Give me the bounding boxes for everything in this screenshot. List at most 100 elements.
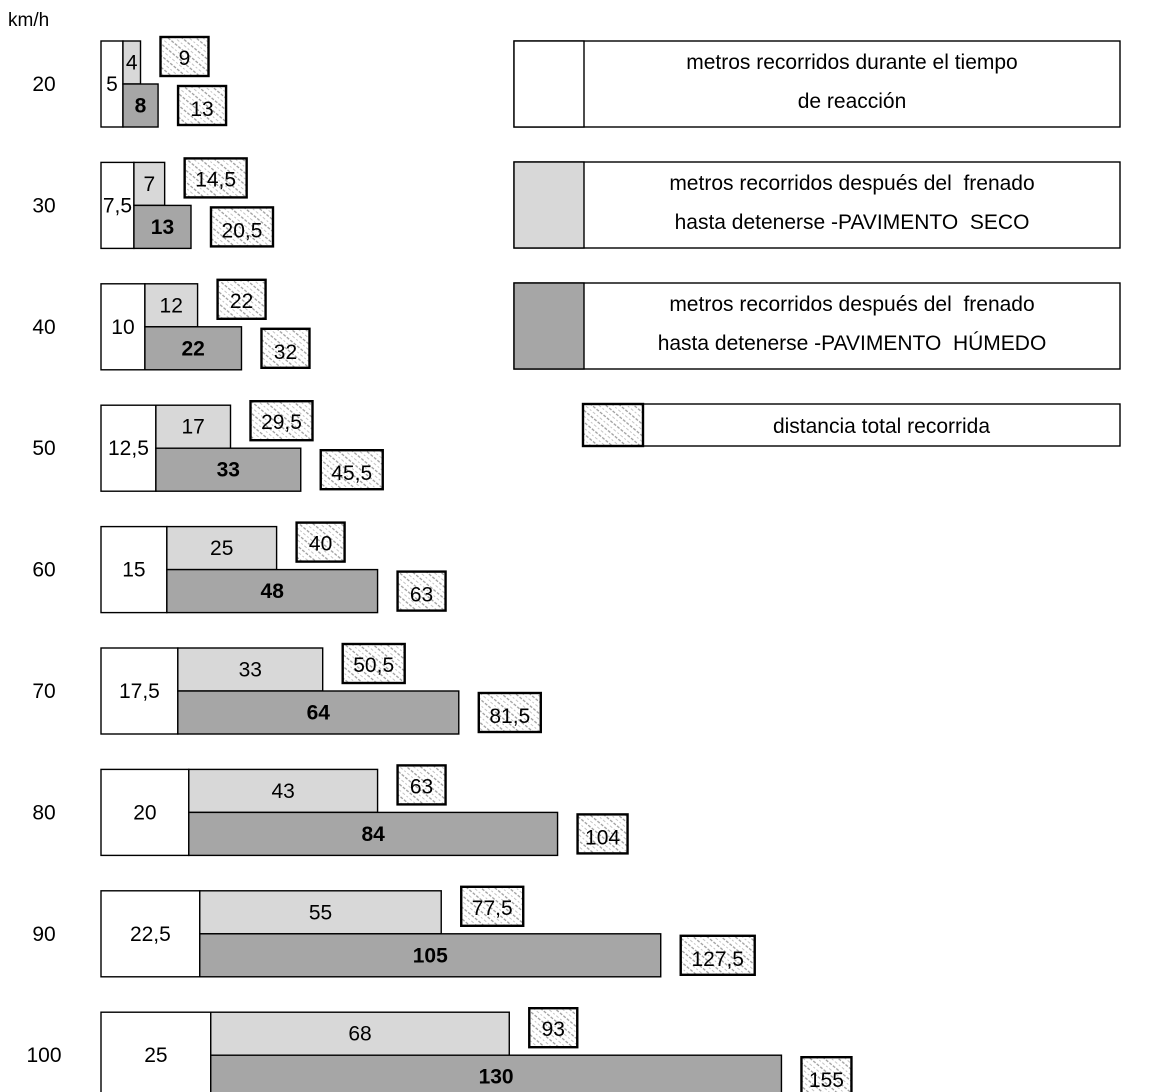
- total-dry-value-label: 93: [542, 1018, 565, 1041]
- wet-braking-value-label: 84: [362, 823, 386, 846]
- legend-frame: [513, 161, 1121, 249]
- wet-braking-value-label: 22: [182, 337, 205, 360]
- legend-swatch-reaction: [513, 40, 585, 128]
- wet-braking-value-label: 33: [217, 459, 240, 482]
- speed-row: 50 12,5 17 33 29,5 45,5: [32, 400, 384, 492]
- speed-label: 80: [32, 801, 55, 824]
- speed-label: 50: [32, 437, 55, 460]
- speed-row: 20 54 8 9 13: [32, 35, 228, 128]
- speed-label: 20: [32, 73, 55, 96]
- speed-row: 70 17,5 33 64 50,5 81,5: [32, 642, 542, 735]
- reaction-bar: [100, 647, 179, 735]
- total-dry-box: [249, 400, 314, 442]
- total-wet-value-label: 13: [190, 98, 213, 121]
- dry-braking-bar: [133, 161, 166, 207]
- reaction-bar: [100, 768, 190, 857]
- wet-braking-bar: [155, 447, 302, 492]
- wet-braking-value-label: 130: [479, 1066, 514, 1089]
- speed-label: 70: [32, 680, 55, 703]
- reaction-value-label: 12,5: [108, 437, 149, 460]
- total-dry-value-label: 50,5: [353, 654, 394, 677]
- legend-text: distancia total recorrida: [773, 415, 990, 438]
- legend-text: metros recorridos durante el tiempo: [686, 51, 1017, 74]
- dry-braking-value-label: 33: [239, 659, 262, 682]
- total-wet-box: [209, 206, 275, 248]
- dry-braking-value-label: 25: [210, 537, 233, 560]
- total-dry-value-label: 40: [309, 533, 332, 556]
- dry-braking-bar: [210, 1011, 510, 1056]
- legend-text: de reacción: [798, 90, 907, 113]
- dry-braking-value-label: 4: [126, 52, 138, 75]
- dry-braking-bar: [155, 404, 232, 449]
- speed-row: 60 15 25 48 40 63: [32, 521, 447, 614]
- speed-label: 40: [32, 316, 55, 339]
- total-wet-value-label: 32: [274, 341, 297, 364]
- reaction-value-label: 17,5: [119, 680, 160, 703]
- legend-swatch-dry: [513, 161, 585, 249]
- legend-swatch-total: [581, 402, 645, 448]
- dry-braking-bar: [199, 890, 442, 935]
- wet-braking-bar: [199, 933, 662, 978]
- total-wet-value-label: 155: [809, 1069, 844, 1092]
- wet-braking-bar: [188, 811, 559, 857]
- total-dry-box: [460, 885, 525, 927]
- total-wet-value-label: 127,5: [691, 948, 744, 971]
- dry-braking-bar: [144, 283, 199, 328]
- reaction-bar: [100, 283, 146, 371]
- total-wet-value-label: 63: [410, 584, 433, 607]
- dry-braking-value-label: 7: [143, 173, 155, 196]
- dry-braking-bar: [188, 768, 379, 814]
- legend-entry-dry: metros recorridos después del frenado has…: [513, 161, 1121, 249]
- reaction-value-label: 20: [133, 801, 156, 824]
- total-dry-value-label: 14,5: [195, 168, 236, 191]
- legend-entry-total: distancia total recorrida: [581, 402, 1121, 448]
- dry-braking-bar: [166, 525, 278, 571]
- legend-text: metros recorridos después del frenado: [669, 293, 1034, 316]
- total-dry-box: [341, 642, 406, 685]
- wet-braking-value-label: 13: [151, 216, 174, 239]
- total-wet-box: [176, 84, 228, 127]
- wet-braking-value-label: 48: [261, 580, 285, 603]
- wet-braking-bar: [144, 326, 243, 371]
- reaction-value-label: 25: [144, 1044, 167, 1067]
- total-dry-value-label: 29,5: [261, 411, 302, 434]
- reaction-bar: [100, 404, 157, 492]
- legend-text: hasta detenerse -PAVIMENTO SECO: [675, 211, 1030, 234]
- total-dry-box: [159, 35, 210, 78]
- total-wet-value-label: 104: [585, 826, 620, 849]
- total-wet-box: [576, 813, 629, 855]
- total-dry-value-label: 77,5: [472, 897, 513, 920]
- reaction-bar: [100, 161, 135, 250]
- total-dry-value-label: 9: [179, 47, 191, 70]
- speed-label: 90: [32, 923, 55, 946]
- wet-braking-value-label: 64: [307, 702, 331, 725]
- total-wet-box: [679, 934, 756, 976]
- wet-braking-value-label: 105: [413, 944, 448, 967]
- unit-label: km/h: [8, 10, 49, 31]
- legend-frame: [513, 40, 1121, 128]
- total-dry-box: [216, 278, 267, 320]
- total-dry-box: [295, 521, 346, 563]
- legend-entry-wet: metros recorridos después del frenado has…: [513, 282, 1121, 370]
- total-wet-box: [477, 691, 542, 734]
- speed-row: 90 22,5 55 105 77,5 127,5: [32, 885, 756, 978]
- wet-braking-bar: [177, 690, 460, 735]
- wet-braking-value-label: 8: [135, 95, 147, 118]
- dry-braking-bar: [177, 647, 324, 692]
- reaction-bar: [100, 890, 201, 978]
- reaction-value-label: 10: [111, 316, 134, 339]
- legend-frame: [513, 282, 1121, 370]
- total-wet-value-label: 81,5: [489, 705, 530, 728]
- dry-braking-value-label: 12: [160, 294, 183, 317]
- dry-braking-value-label: 17: [182, 416, 205, 439]
- reaction-value-label: 7,5: [103, 194, 132, 217]
- reaction-value-label: 5: [106, 73, 118, 96]
- legend-text: metros recorridos después del frenado: [669, 172, 1034, 195]
- total-wet-value-label: 45,5: [331, 462, 372, 485]
- total-dry-box: [183, 157, 248, 199]
- legend-entry-reaction: metros recorridos durante el tiempo de re…: [513, 40, 1121, 128]
- dry-braking-value-label: 43: [272, 780, 295, 803]
- wet-braking-bar: [166, 568, 379, 614]
- total-dry-box: [396, 764, 447, 806]
